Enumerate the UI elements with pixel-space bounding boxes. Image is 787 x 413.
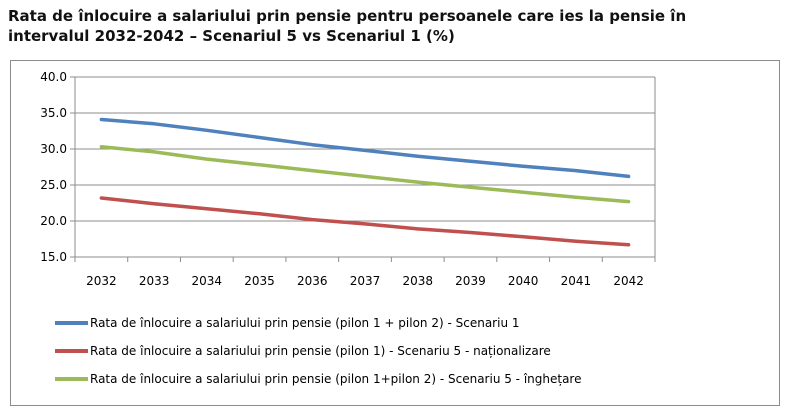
chart-title-line-2: intervalul 2032-2042 – Scenariul 5 vs Sc… [8, 27, 455, 45]
gridlines [75, 76, 655, 258]
x-tick-label: 2040 [508, 274, 539, 288]
y-tick-label: 30.0 [40, 142, 67, 156]
x-tick-label: 2036 [297, 274, 328, 288]
x-tick-label: 2038 [402, 274, 433, 288]
axes: 15.0 20.0 25.0 30.0 35.0 40.0 2032 2033 2034 2035… [40, 70, 656, 288]
series-line-3 [99, 145, 631, 204]
x-tick-label: 2032 [86, 274, 117, 288]
x-tick-label: 2034 [192, 274, 223, 288]
series-line-2 [99, 196, 631, 247]
legend-label-1: Rata de înlocuire a salariului prin pens… [90, 316, 520, 330]
y-tick-label: 25.0 [40, 178, 67, 192]
x-tick-label: 2035 [244, 274, 275, 288]
legend: Rata de înlocuire a salariului prin pens… [55, 316, 581, 386]
y-tick-label: 15.0 [40, 250, 67, 264]
x-tick-label: 2033 [139, 274, 170, 288]
legend-label-3: Rata de înlocuire a salariului prin pens… [90, 372, 581, 386]
series-line-1 [99, 117, 631, 179]
x-tick-label: 2042 [613, 274, 644, 288]
chart-frame [10, 60, 780, 406]
chart-title: Rata de înlocuire a salariului prin pens… [8, 6, 783, 46]
x-tick-label: 2041 [561, 274, 592, 288]
x-tick-label: 2039 [455, 274, 486, 288]
x-tick-label: 2037 [350, 274, 381, 288]
y-tick-label: 35.0 [40, 106, 67, 120]
y-tick-label: 20.0 [40, 214, 67, 228]
chart-title-line-1: Rata de înlocuire a salariului prin pens… [8, 7, 687, 25]
legend-label-2: Rata de înlocuire a salariului prin pens… [90, 344, 551, 358]
series-lines [99, 117, 631, 247]
y-tick-label: 40.0 [40, 70, 67, 84]
